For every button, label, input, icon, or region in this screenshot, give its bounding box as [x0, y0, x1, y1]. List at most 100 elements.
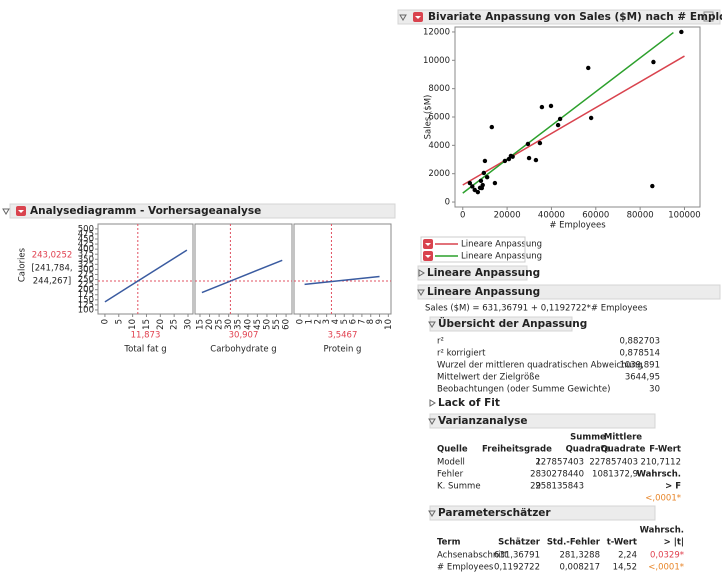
column-header: > F: [665, 482, 681, 492]
interval: 244,267]: [33, 277, 71, 287]
current-value: 11,873: [131, 331, 161, 341]
cell: 29: [530, 482, 541, 492]
section-title: Lineare Anpassung: [427, 286, 540, 298]
x-tick-label: 7: [357, 319, 367, 324]
plot-frame: [97, 223, 194, 315]
point: [481, 170, 487, 176]
column-header: Std.-Fehler: [547, 538, 601, 548]
cell: 30278440: [541, 470, 584, 480]
y-tick-label: 300: [78, 265, 94, 275]
x-tick-label: 30: [184, 319, 194, 330]
point: [477, 185, 483, 191]
disclosure-toggle[interactable]: [399, 14, 407, 21]
point: [537, 140, 543, 146]
point: [467, 180, 473, 186]
current-value: 3,5467: [328, 331, 358, 341]
x-tick-label: 10: [384, 319, 394, 330]
current-value: 30,907: [229, 331, 259, 341]
column-header: Quelle: [437, 445, 468, 455]
y-tick-label: 425: [78, 240, 94, 250]
y-tick-label: 450: [78, 235, 94, 245]
profile-line: [104, 249, 188, 303]
x-tick-label: 6: [349, 319, 359, 324]
column-header: Summe: [570, 433, 606, 443]
point: [506, 156, 512, 162]
section-title: Varianzanalyse: [438, 415, 528, 427]
x-tick-label: 0: [296, 319, 306, 324]
summary-label: r²: [437, 337, 444, 347]
y-tick-label: 400: [78, 245, 94, 255]
interval: [241,784,: [31, 264, 72, 274]
point: [502, 158, 508, 164]
y-tick-label: 350: [78, 255, 94, 265]
column-header: t-Wert: [607, 538, 637, 548]
y-tick-label: 500: [78, 224, 94, 234]
profile-line: [304, 275, 380, 286]
restore-button[interactable]: [703, 11, 714, 22]
menu-arrow: [425, 255, 431, 258]
disclosure-toggle[interactable]: [2, 208, 10, 215]
cell: 0,1192722: [494, 563, 540, 573]
x-axis-label: Total fat g: [123, 345, 166, 355]
y-tick-label: 225: [78, 280, 94, 290]
point: [489, 124, 495, 130]
profile-line: [201, 259, 283, 294]
disclosure-toggle[interactable]: [418, 269, 425, 277]
plot-frame: [454, 26, 701, 208]
disclosure-toggle[interactable]: [428, 418, 436, 425]
column-header: F-Wert: [649, 445, 681, 455]
legend-label: Lineare Anpassung: [461, 240, 542, 250]
column-header: Mittlere: [604, 433, 642, 443]
x-tick-label: 40000: [538, 211, 565, 221]
x-tick-label: 5: [114, 319, 124, 324]
y-tick-label: 175: [78, 290, 94, 300]
point: [492, 180, 498, 186]
x-tick-label: 3: [322, 319, 332, 324]
p-value: <,0001*: [645, 494, 681, 504]
summary-label: Beobachtungen (oder Summe Gewichte): [437, 385, 610, 395]
y-tick-label: 150: [78, 295, 94, 305]
legend-label: Lineare Anpassung: [461, 252, 542, 262]
point: [533, 157, 539, 163]
x-tick-label: 55: [272, 319, 282, 330]
column-header: Freiheitsgrade: [482, 445, 552, 455]
cell: 227857403: [589, 458, 638, 468]
point: [478, 178, 484, 183]
point: [510, 154, 515, 159]
column-header: > |t|: [664, 538, 684, 548]
y-tick-label: 12000: [423, 27, 450, 37]
y-tick-label: 250: [78, 275, 94, 285]
column-header: Quadrate: [601, 445, 646, 455]
y-tick-label: 0: [445, 198, 450, 208]
x-tick-label: 20: [205, 319, 215, 330]
section-title: Übersicht der Anpassung: [438, 316, 587, 330]
menu-arrow: [18, 210, 24, 213]
cell: 281,3288: [559, 551, 600, 561]
point: [557, 116, 563, 122]
disclosure-toggle[interactable]: [428, 321, 436, 328]
point: [539, 104, 545, 110]
summary-value: 0,882703: [619, 337, 660, 347]
cell: 0,008217: [559, 563, 600, 573]
disclosure-toggle[interactable]: [417, 289, 425, 296]
point: [475, 189, 481, 195]
prediction: 243,0252: [32, 251, 73, 261]
x-tick-label: 60: [282, 319, 292, 330]
point: [526, 155, 532, 161]
cell: <,0001*: [648, 563, 684, 573]
plot-frame: [293, 223, 392, 315]
section-bar: [417, 284, 721, 300]
column-header: Wahrsch.: [637, 470, 681, 480]
x-tick-label: 4: [331, 319, 341, 324]
summary-label: Wurzel der mittleren quadratischen Abwei…: [437, 361, 643, 371]
disclosure-toggle[interactable]: [428, 510, 436, 517]
point: [548, 103, 554, 109]
panel-title: Analysediagramm - Vorhersageanalyse: [30, 205, 261, 217]
x-tick-label: 10: [128, 319, 138, 330]
disclosure-toggle[interactable]: [429, 399, 436, 407]
section-title: Lack of Fit: [438, 397, 500, 409]
y-tick-label: 375: [78, 250, 94, 260]
y-tick-label: 275: [78, 270, 94, 280]
y-tick-label: 200: [78, 285, 94, 295]
point: [480, 182, 485, 188]
